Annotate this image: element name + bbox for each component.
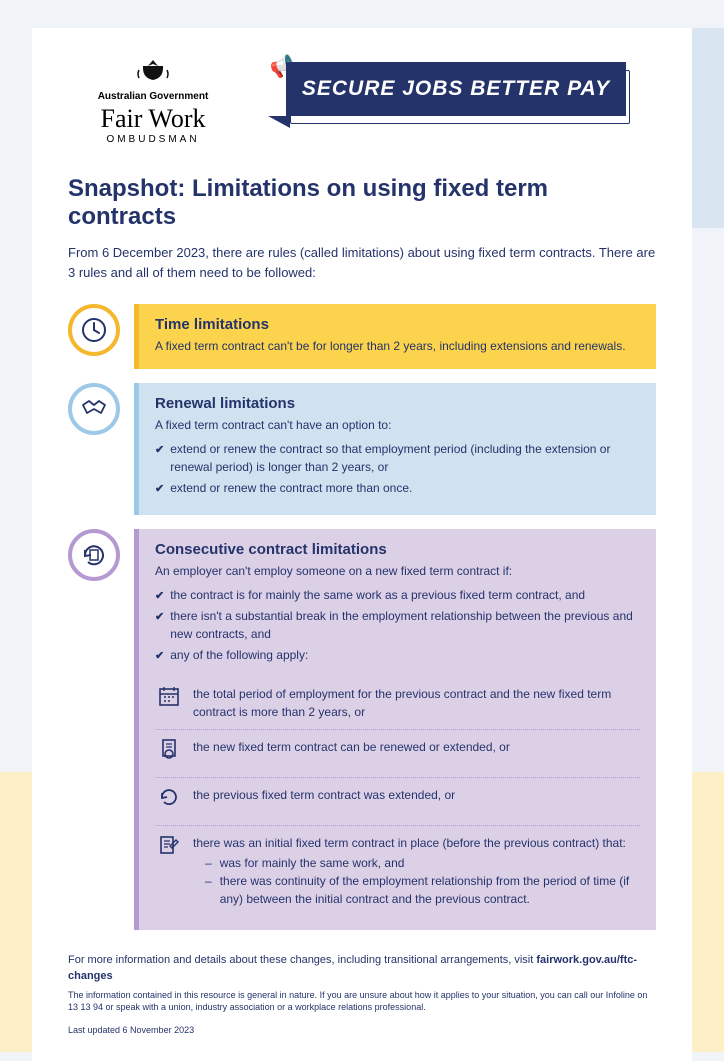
list-item: –was for mainly the same work, and <box>205 854 640 872</box>
rule-renewal-title: Renewal limitations <box>155 395 640 412</box>
rule-renewal-lead: A fixed term contract can't have an opti… <box>155 416 640 434</box>
page-title: Snapshot: Limitations on using fixed ter… <box>68 175 656 231</box>
rule-consecutive-body: Consecutive contract limitations An empl… <box>134 529 656 930</box>
brand-main: Fair Work <box>68 106 238 132</box>
list-item: –there was continuity of the employment … <box>205 872 640 908</box>
banner-wrap: 📢 SECURE JOBS BETTER PAY <box>268 62 656 116</box>
sub-item: the new fixed term contract can be renew… <box>155 730 640 778</box>
check-icon: ✔ <box>155 588 164 605</box>
footer-fine: The information contained in this resour… <box>68 989 656 1014</box>
list-item: ✔ any of the following apply: <box>155 646 640 665</box>
bullet-text: there isn't a substantial break in the e… <box>170 607 640 643</box>
gov-label: Australian Government <box>68 91 238 102</box>
rule-time-text: A fixed term contract can't be for longe… <box>155 337 640 355</box>
sub-item-text: the total period of employment for the p… <box>193 685 640 721</box>
contract-pen-icon <box>155 834 183 908</box>
rule-renewal-body: Renewal limitations A fixed term contrac… <box>134 383 656 515</box>
clock-icon <box>68 304 120 356</box>
check-icon: ✔ <box>155 442 164 476</box>
footer: For more information and details about t… <box>68 952 656 1038</box>
footer-main: For more information and details about t… <box>68 952 656 985</box>
sub-item-text: the new fixed term contract can be renew… <box>193 738 510 769</box>
document-stamp-icon <box>155 738 183 769</box>
rule-renewal: Renewal limitations A fixed term contrac… <box>68 383 656 515</box>
sub-item: the total period of employment for the p… <box>155 677 640 730</box>
list-item: ✔there isn't a substantial break in the … <box>155 607 640 643</box>
rule-time: Time limitations A fixed term contract c… <box>68 304 656 369</box>
sub-item: there was an initial fixed term contract… <box>155 826 640 916</box>
header: Australian Government Fair Work OMBUDSMA… <box>68 58 656 145</box>
sub-item-last-lead: there was an initial fixed term contract… <box>193 834 640 852</box>
list-item: ✔ the contract is for mainly the same wor… <box>155 586 640 605</box>
brand-sub: OMBUDSMAN <box>68 134 238 145</box>
rule-consecutive-bullets: ✔ the contract is for mainly the same wor… <box>155 586 640 665</box>
refresh-document-icon <box>68 529 120 581</box>
rule-consecutive: Consecutive contract limitations An empl… <box>68 529 656 930</box>
sub-item: the previous fixed term contract was ext… <box>155 778 640 826</box>
sub-item-text: the previous fixed term contract was ext… <box>193 786 455 817</box>
calendar-icon <box>155 685 183 721</box>
sub-items: the total period of employment for the p… <box>155 677 640 916</box>
check-icon: ✔ <box>155 609 164 643</box>
rule-time-body: Time limitations A fixed term contract c… <box>134 304 656 369</box>
banner: SECURE JOBS BETTER PAY <box>286 62 626 116</box>
handshake-icon <box>68 383 120 435</box>
last-updated: Last updated 6 November 2023 <box>68 1024 656 1038</box>
rule-consecutive-lead: An employer can't employ someone on a ne… <box>155 562 640 580</box>
list-item: ✔ extend or renew the contract more than … <box>155 479 640 498</box>
rule-renewal-bullets: ✔extend or renew the contract so that em… <box>155 440 640 498</box>
sub-item-last: there was an initial fixed term contract… <box>193 834 640 908</box>
bullet-text: extend or renew the contract more than o… <box>170 479 412 498</box>
bullet-text: extend or renew the contract so that emp… <box>170 440 640 476</box>
footer-text: For more information and details about t… <box>68 954 536 966</box>
check-icon: ✔ <box>155 481 164 498</box>
check-icon: ✔ <box>155 648 164 665</box>
bullet-text: the contract is for mainly the same work… <box>170 586 585 605</box>
page-card: Australian Government Fair Work OMBUDSMA… <box>32 28 692 1061</box>
rule-consecutive-title: Consecutive contract limitations <box>155 541 640 558</box>
bullet-text: any of the following apply: <box>170 646 308 665</box>
crest-icon <box>68 58 238 89</box>
intro-text: From 6 December 2023, there are rules (c… <box>68 243 656 282</box>
logo-block: Australian Government Fair Work OMBUDSMA… <box>68 58 238 145</box>
rule-time-title: Time limitations <box>155 316 640 333</box>
cycle-icon <box>155 786 183 817</box>
list-item: ✔extend or renew the contract so that em… <box>155 440 640 476</box>
